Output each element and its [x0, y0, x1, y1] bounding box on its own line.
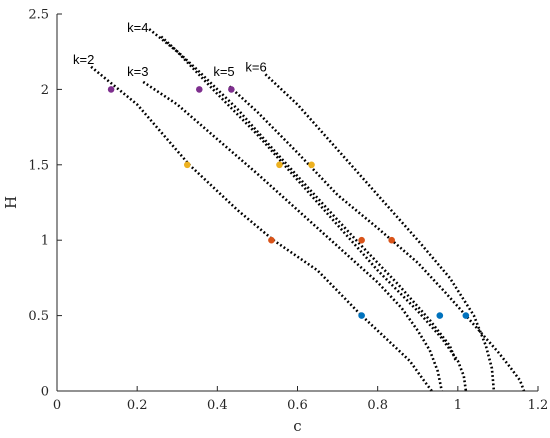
data-marker	[276, 161, 283, 169]
data-marker	[268, 236, 275, 244]
curve-k5	[160, 35, 458, 362]
data-marker	[195, 86, 203, 93]
markers	[107, 86, 470, 319]
y-tick-label: 0.5	[28, 309, 49, 324]
data-marker	[107, 86, 115, 93]
curve-unlabeled-5	[228, 85, 526, 392]
data-marker	[183, 161, 191, 169]
data-marker	[358, 312, 365, 319]
x-tick-label: 0.8	[367, 398, 388, 413]
y-tick-label: 2	[41, 83, 49, 98]
data-marker	[228, 86, 235, 93]
data-marker	[388, 236, 395, 244]
curve-k4	[148, 28, 468, 392]
curve-label-k6: k=6	[245, 59, 266, 74]
x-tick-label: 0.6	[287, 398, 308, 413]
plot-background	[57, 14, 538, 391]
x-tick-label: 0.2	[127, 398, 148, 413]
curve-label-k2: k=2	[73, 52, 94, 67]
data-marker	[308, 161, 315, 169]
curve-label-k5: k=5	[213, 64, 234, 79]
plot-area: k=2 k=3 k=4 k=5 k=6	[57, 14, 538, 392]
x-tick-label: 1	[454, 398, 462, 413]
data-marker	[436, 312, 444, 319]
x-axis-title: c	[293, 417, 301, 435]
x-tick-label: 0.4	[207, 398, 228, 413]
curve-label-k4: k=4	[127, 20, 148, 35]
curve-label-k3: k=3	[127, 64, 148, 79]
axes: 0 0.2 0.4 0.6 0.8 1 1.2 0 0.5 1 1.5 2 2.5 c H	[2, 8, 548, 436]
y-tick-label: 1.5	[28, 158, 49, 173]
curve-labels: k=2 k=3 k=4 k=5 k=6	[73, 20, 267, 79]
curve-k3	[142, 80, 444, 392]
x-tick-label: 0	[53, 398, 61, 413]
y-tick-label: 1	[41, 234, 49, 249]
data-marker	[358, 236, 365, 244]
y-tick-label: 2.5	[28, 8, 49, 23]
y-axis-title: H	[2, 196, 20, 209]
x-tick-label: 1.2	[528, 398, 549, 413]
curves	[90, 28, 526, 392]
y-tick-label: 0	[41, 385, 49, 400]
data-marker	[462, 312, 470, 319]
y-ticks: 0 0.5 1 1.5 2 2.5	[28, 8, 62, 400]
x-ticks: 0 0.2 0.4 0.6 0.8 1 1.2	[53, 386, 548, 413]
